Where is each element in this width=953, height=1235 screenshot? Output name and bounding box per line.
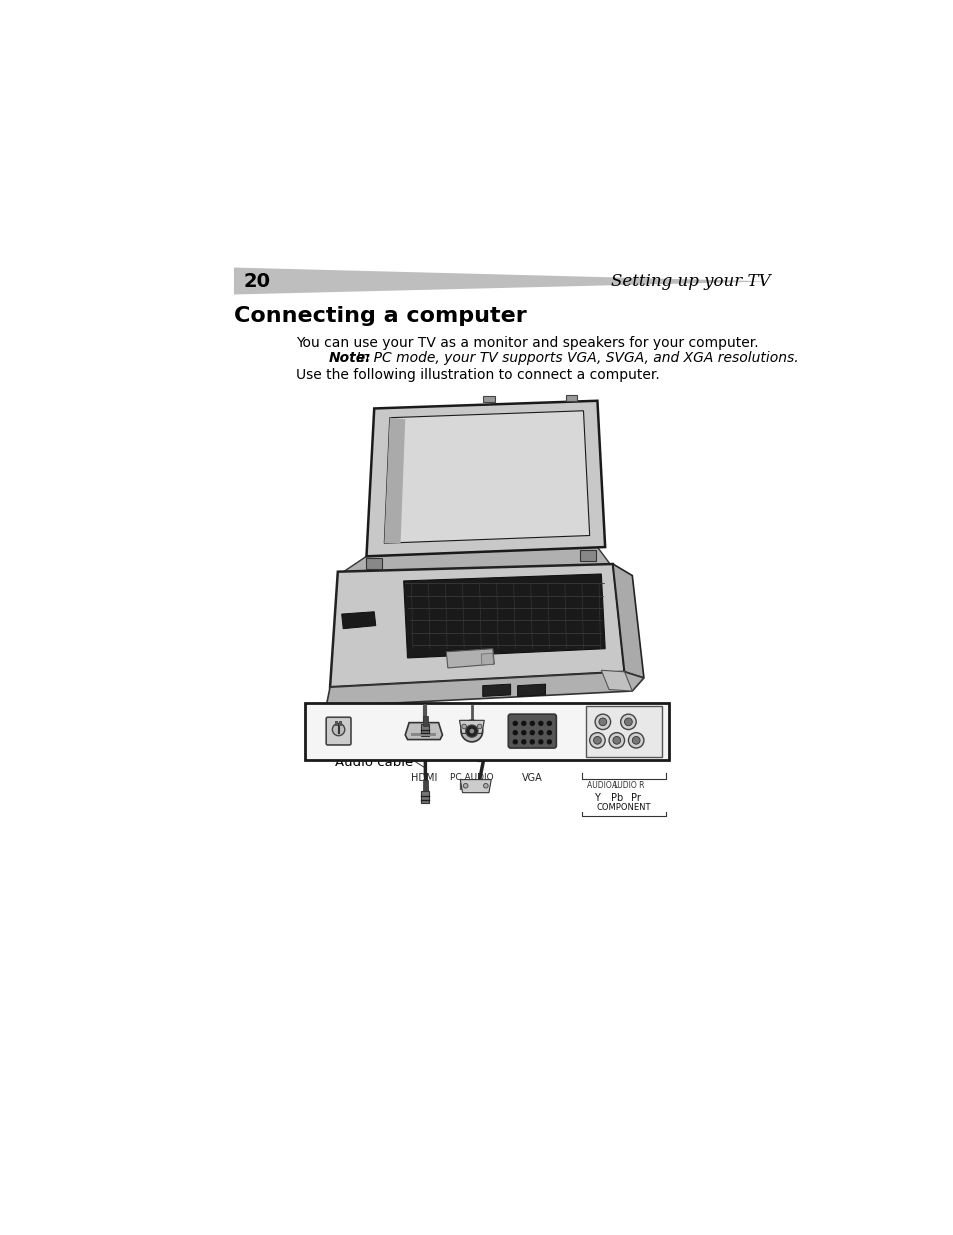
- Circle shape: [620, 714, 636, 730]
- Text: Pr: Pr: [631, 793, 640, 804]
- Polygon shape: [341, 611, 375, 629]
- Bar: [366, 558, 381, 568]
- Polygon shape: [411, 734, 436, 736]
- Text: VGA: VGA: [521, 773, 542, 783]
- Polygon shape: [330, 564, 624, 687]
- Circle shape: [483, 783, 488, 788]
- Circle shape: [529, 721, 535, 726]
- Polygon shape: [384, 411, 589, 543]
- Circle shape: [546, 721, 552, 726]
- Circle shape: [512, 730, 517, 735]
- Text: VGA cable: VGA cable: [509, 748, 578, 762]
- Circle shape: [520, 740, 526, 745]
- Text: Use the following illustration to connect a computer.: Use the following illustration to connec…: [295, 368, 659, 382]
- Text: You can use your TV as a monitor and speakers for your computer.: You can use your TV as a monitor and spe…: [295, 336, 758, 350]
- Text: Setting up your TV: Setting up your TV: [610, 273, 769, 290]
- Text: Audio cable: Audio cable: [335, 757, 414, 769]
- Bar: [339, 721, 341, 726]
- Polygon shape: [366, 401, 604, 556]
- Circle shape: [461, 724, 466, 729]
- Text: HDMI: HDMI: [410, 773, 436, 783]
- Polygon shape: [480, 653, 493, 664]
- Polygon shape: [326, 672, 643, 706]
- Circle shape: [465, 725, 477, 737]
- FancyBboxPatch shape: [326, 718, 351, 745]
- Circle shape: [529, 740, 535, 745]
- Bar: [579, 550, 596, 561]
- Circle shape: [520, 721, 526, 726]
- Polygon shape: [384, 417, 405, 543]
- Circle shape: [529, 730, 535, 735]
- Polygon shape: [446, 648, 494, 668]
- Circle shape: [624, 718, 632, 726]
- Circle shape: [463, 783, 468, 788]
- Circle shape: [520, 730, 526, 735]
- Circle shape: [537, 740, 543, 745]
- Circle shape: [589, 732, 604, 748]
- Bar: [421, 724, 429, 736]
- Polygon shape: [600, 671, 632, 692]
- Circle shape: [632, 736, 639, 745]
- Circle shape: [512, 721, 517, 726]
- Bar: [422, 716, 427, 726]
- Circle shape: [593, 736, 600, 745]
- Circle shape: [628, 732, 643, 748]
- Polygon shape: [337, 547, 612, 576]
- Bar: [305, 703, 669, 761]
- Text: AUDIO R: AUDIO R: [612, 782, 644, 790]
- Circle shape: [598, 718, 606, 726]
- Text: Connecting a computer: Connecting a computer: [233, 306, 526, 326]
- Bar: [421, 792, 429, 803]
- FancyBboxPatch shape: [508, 714, 556, 748]
- Circle shape: [537, 721, 543, 726]
- Circle shape: [512, 740, 517, 745]
- Text: COMPONENT: COMPONENT: [596, 804, 650, 813]
- Circle shape: [595, 714, 610, 730]
- Text: AUDIO L: AUDIO L: [586, 782, 618, 790]
- Bar: [422, 781, 427, 792]
- Circle shape: [546, 730, 552, 735]
- Circle shape: [612, 736, 620, 745]
- Text: Note:: Note:: [328, 351, 371, 364]
- Circle shape: [460, 720, 482, 742]
- Bar: [482, 396, 495, 403]
- Bar: [566, 395, 577, 401]
- Bar: [585, 706, 661, 757]
- Text: Pb: Pb: [610, 793, 622, 804]
- Circle shape: [332, 724, 344, 736]
- Text: PC AUDIO
INPUT: PC AUDIO INPUT: [450, 773, 493, 792]
- Polygon shape: [612, 564, 643, 678]
- Polygon shape: [482, 684, 510, 697]
- Circle shape: [546, 740, 552, 745]
- Circle shape: [537, 730, 543, 735]
- Circle shape: [608, 732, 624, 748]
- Text: Y: Y: [594, 793, 599, 804]
- Bar: [335, 721, 337, 726]
- Text: 20: 20: [243, 272, 270, 291]
- Text: In PC mode, your TV supports VGA, SVGA, and XGA resolutions.: In PC mode, your TV supports VGA, SVGA, …: [352, 351, 798, 364]
- Circle shape: [469, 729, 474, 734]
- Polygon shape: [405, 722, 442, 740]
- Polygon shape: [459, 720, 484, 734]
- Polygon shape: [459, 779, 491, 793]
- Polygon shape: [517, 684, 545, 697]
- Polygon shape: [233, 268, 769, 294]
- Polygon shape: [403, 574, 604, 658]
- Circle shape: [476, 724, 481, 729]
